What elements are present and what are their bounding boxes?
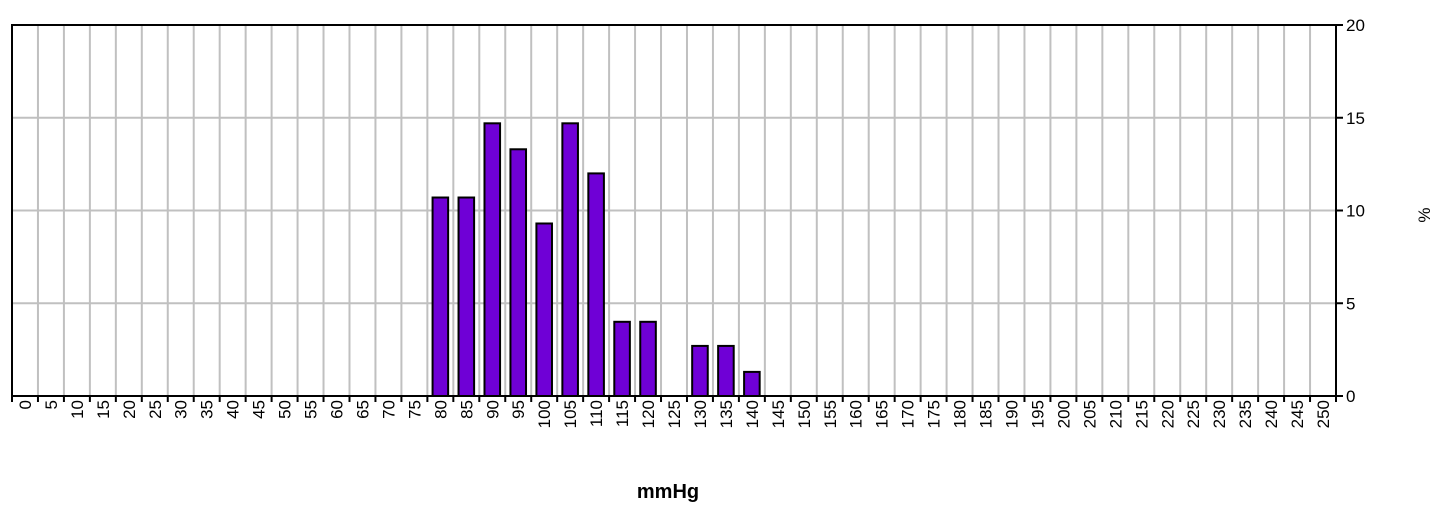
x-tick-label: 250 bbox=[1314, 400, 1333, 428]
x-tick-label: 110 bbox=[587, 400, 606, 427]
x-tick-label: 185 bbox=[977, 400, 996, 428]
x-tick-label: 50 bbox=[276, 400, 295, 419]
bar bbox=[431, 196, 450, 397]
x-tick-label: 10 bbox=[68, 400, 87, 419]
x-tick-label: 80 bbox=[431, 400, 450, 419]
bar bbox=[691, 344, 709, 398]
bar bbox=[483, 122, 502, 397]
bar bbox=[717, 344, 735, 398]
x-tick-label: 75 bbox=[405, 400, 424, 419]
x-tick-label: 120 bbox=[639, 400, 658, 428]
plot-frame bbox=[11, 24, 1337, 397]
x-tick-label: 245 bbox=[1288, 400, 1307, 428]
y-axis-title: % bbox=[1415, 207, 1434, 222]
bar bbox=[743, 370, 761, 398]
x-tick-label: 235 bbox=[1236, 400, 1255, 428]
x-tick-label: 95 bbox=[509, 400, 528, 419]
x-tick-label: 115 bbox=[613, 400, 632, 427]
x-tick-label: 30 bbox=[172, 400, 191, 419]
bar bbox=[535, 222, 553, 397]
x-tick-label: 225 bbox=[1184, 400, 1203, 428]
x-tick-label: 215 bbox=[1132, 400, 1151, 428]
x-tick-label: 20 bbox=[120, 400, 139, 419]
y-tick-label: 10 bbox=[1346, 202, 1365, 221]
x-tick-label: 190 bbox=[1002, 400, 1021, 428]
x-tick-label: 15 bbox=[94, 400, 113, 419]
x-tick-label: 180 bbox=[951, 400, 970, 428]
x-tick-label: 100 bbox=[535, 400, 554, 428]
y-tick-label: 0 bbox=[1346, 387, 1355, 406]
x-tick-label: 130 bbox=[691, 400, 710, 428]
x-tick-label: 0 bbox=[16, 400, 35, 409]
x-tick-label: 70 bbox=[379, 400, 398, 419]
x-tick-label: 195 bbox=[1028, 400, 1047, 428]
x-tick-label: 150 bbox=[795, 400, 814, 428]
x-tick-label: 165 bbox=[873, 400, 892, 428]
x-tick-label: 40 bbox=[224, 400, 243, 419]
x-tick-label: 140 bbox=[743, 400, 762, 428]
bar bbox=[561, 122, 579, 397]
x-tick-label: 205 bbox=[1080, 400, 1099, 428]
x-tick-label: 35 bbox=[198, 400, 217, 419]
x-tick-label: 105 bbox=[561, 400, 580, 428]
x-tick-label: 135 bbox=[717, 400, 736, 428]
x-tick-label: 85 bbox=[457, 400, 476, 419]
x-tick-label: 145 bbox=[769, 400, 788, 428]
x-tick-label: 230 bbox=[1210, 400, 1229, 428]
x-tick-label: 170 bbox=[899, 400, 918, 428]
x-tick-label: 220 bbox=[1158, 400, 1177, 428]
bar bbox=[639, 320, 657, 397]
x-tick-label: 5 bbox=[42, 400, 61, 409]
bar bbox=[457, 196, 476, 397]
x-tick-label: 25 bbox=[146, 400, 165, 419]
x-axis-title: mmHg bbox=[637, 481, 699, 503]
x-tick-label: 60 bbox=[328, 400, 347, 419]
x-tick-label: 240 bbox=[1262, 400, 1281, 428]
x-tick-label: 125 bbox=[665, 400, 684, 428]
x-tick-label: 200 bbox=[1054, 400, 1073, 428]
bar bbox=[613, 320, 631, 397]
bar bbox=[587, 172, 605, 397]
y-tick-label: 20 bbox=[1346, 16, 1365, 35]
x-tick-label: 45 bbox=[250, 400, 269, 419]
bar bbox=[509, 148, 528, 397]
x-tick-label: 90 bbox=[483, 400, 502, 419]
y-tick-label: 5 bbox=[1346, 294, 1355, 313]
x-tick-label: 55 bbox=[302, 400, 321, 419]
x-tick-label: 175 bbox=[925, 400, 944, 428]
y-tick-label: 15 bbox=[1346, 109, 1365, 128]
x-tick-label: 160 bbox=[847, 400, 866, 428]
x-tick-label: 155 bbox=[821, 400, 840, 428]
x-tick-label: 210 bbox=[1106, 400, 1125, 428]
x-tick-label: 65 bbox=[353, 400, 372, 419]
